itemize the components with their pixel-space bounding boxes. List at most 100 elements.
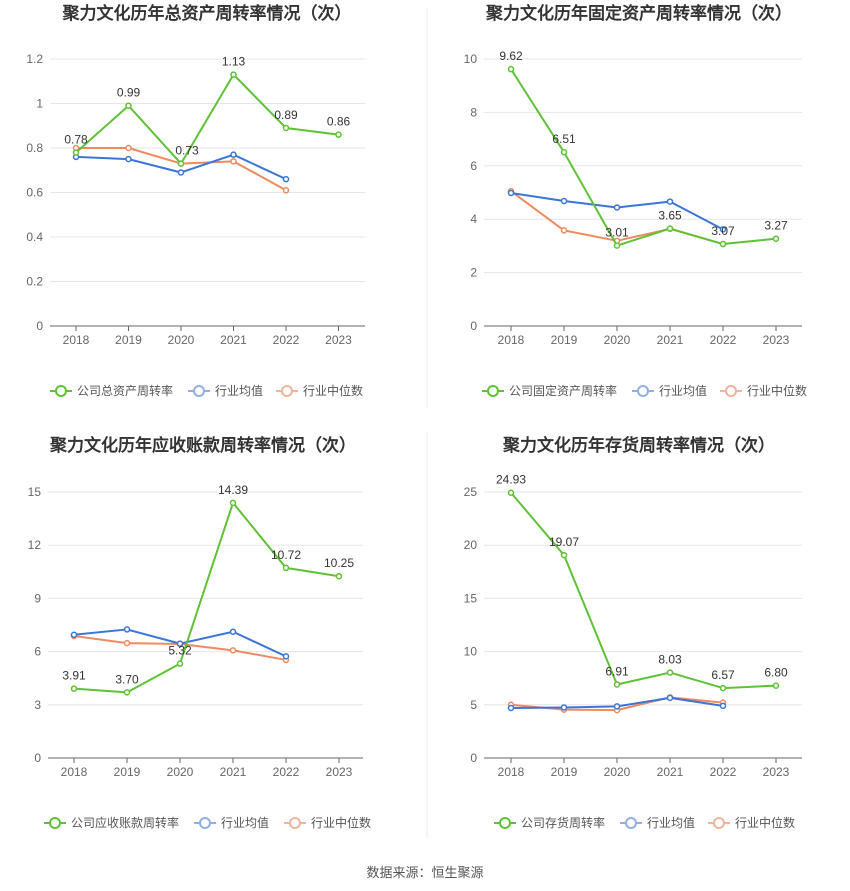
series-line <box>510 492 777 690</box>
data-label: 0.99 <box>117 86 141 100</box>
legend-item-industry-avg[interactable]: 行业均值 <box>194 815 269 830</box>
legend-marker-icon <box>713 817 725 829</box>
y-tick-label: 20 <box>464 538 478 552</box>
y-tick-label: 4 <box>470 212 477 226</box>
legend-marker-icon <box>199 817 211 829</box>
chart-2: 聚力文化历年固定资产周转率情况（次） 0 2 4 6 8 10 2018 2019 2020 202… <box>464 3 807 398</box>
legend-label: 公司总资产周转率 <box>77 383 173 398</box>
legend-item-industry-median[interactable]: 行业中位数 <box>708 815 795 830</box>
legend-item-industry-avg[interactable]: 行业均值 <box>632 383 707 398</box>
legend-label: 行业中位数 <box>303 383 363 398</box>
data-point <box>666 694 674 702</box>
legend-marker-icon <box>55 385 67 397</box>
chart-4: 聚力文化历年存货周转率情况（次） 0 5 10 15 20 25 2018 2019 2020 20… <box>464 435 802 830</box>
x-tick-label: 2020 <box>168 333 195 347</box>
data-point <box>282 564 290 572</box>
legend-marker-icon <box>625 817 637 829</box>
x-tick-label: 2020 <box>604 333 631 347</box>
y-tick-label: 6 <box>470 159 477 173</box>
y-tick-label: 0 <box>34 751 41 765</box>
y-tick-label: 15 <box>28 485 42 499</box>
legend-item-industry-median[interactable]: 行业中位数 <box>720 383 807 398</box>
x-tick-label: 2021 <box>220 765 247 779</box>
data-label: 14.39 <box>218 483 248 497</box>
legend-item-industry-median[interactable]: 行业中位数 <box>276 383 363 398</box>
data-label: 3.91 <box>62 669 86 683</box>
y-tick-label: 25 <box>464 485 478 499</box>
data-label: 6.51 <box>552 132 576 146</box>
x-tick-label: 2023 <box>326 765 353 779</box>
chart-title: 聚力文化历年应收账款周转率情况（次） <box>49 435 356 456</box>
y-tick-label: 9 <box>34 591 41 605</box>
x-tick-label: 2023 <box>763 765 790 779</box>
x-tick-label: 2021 <box>220 333 247 347</box>
data-point <box>613 242 621 249</box>
data-point <box>123 689 131 696</box>
y-tick-label: 12 <box>28 538 42 552</box>
x-tick-label: 2022 <box>710 333 737 347</box>
x-tick-label: 2018 <box>63 333 90 347</box>
legend-item-company[interactable]: 公司总资产周转率 <box>50 383 173 398</box>
legend-marker-icon <box>281 385 293 397</box>
x-tick-label: 2023 <box>763 333 790 347</box>
legend-label: 公司存货周转率 <box>521 815 605 830</box>
x-tick-label: 2022 <box>710 765 737 779</box>
data-label: 24.93 <box>496 473 526 487</box>
legend[interactable]: 公司存货周转率 行业均值 行业中位数 <box>494 815 795 830</box>
legend[interactable]: 公司总资产周转率 行业均值 行业中位数 <box>50 383 363 398</box>
y-tick-label: 10 <box>464 52 478 66</box>
data-label: 6.80 <box>764 666 788 680</box>
x-tick-label: 2019 <box>115 333 142 347</box>
data-point <box>719 702 727 710</box>
series-industry-avg <box>72 151 290 183</box>
data-point <box>282 187 290 194</box>
data-point <box>507 489 515 496</box>
legend-label: 行业中位数 <box>311 815 371 830</box>
x-tick-label: 2021 <box>657 333 684 347</box>
data-label: 9.62 <box>499 49 523 63</box>
legend-item-company[interactable]: 公司固定资产周转率 <box>482 383 617 398</box>
legend-marker-icon <box>289 817 301 829</box>
data-point <box>613 703 621 710</box>
legend-item-industry-median[interactable]: 行业中位数 <box>284 815 371 830</box>
series-line <box>75 73 339 165</box>
x-tick-label: 2020 <box>604 765 631 779</box>
x-tick-label: 2018 <box>498 765 525 779</box>
chart-3: 聚力文化历年应收账款周转率情况（次） 0 3 6 9 12 15 2018 2019 2020 20… <box>28 435 371 830</box>
data-label: 1.13 <box>222 55 246 69</box>
source-note: 数据来源：恒生聚源 <box>366 866 484 881</box>
y-tick-label: 1 <box>36 97 43 111</box>
data-point <box>613 204 621 211</box>
chart-title: 聚力文化历年总资产周转率情况（次） <box>62 3 352 24</box>
legend-item-industry-avg[interactable]: 行业均值 <box>620 815 695 830</box>
data-point <box>125 144 132 152</box>
data-point <box>176 660 184 667</box>
y-tick-label: 5 <box>470 698 477 712</box>
data-point <box>229 628 237 635</box>
data-point <box>560 227 568 234</box>
legend[interactable]: 公司固定资产周转率 行业均值 行业中位数 <box>482 383 807 398</box>
data-point <box>560 551 568 559</box>
x-tick-label: 2018 <box>61 765 88 779</box>
x-tick-label: 2021 <box>657 765 684 779</box>
series-company: 24.93 19.07 6.91 8.03 6.57 6.80 <box>496 473 788 692</box>
data-point <box>125 102 132 109</box>
series-line <box>73 501 340 694</box>
series-line <box>510 192 724 231</box>
data-point <box>125 155 132 163</box>
data-label: 3.07 <box>711 224 735 238</box>
y-tick-label: 2 <box>470 266 477 280</box>
data-point <box>230 71 237 78</box>
legend-marker-icon <box>49 817 61 829</box>
y-tick-label: 0 <box>470 751 477 765</box>
data-point <box>507 189 515 197</box>
data-label: 0.73 <box>175 144 199 158</box>
legend[interactable]: 公司应收账款周转率 行业均值 行业中位数 <box>44 815 371 830</box>
chart-title: 聚力文化历年存货周转率情况（次） <box>502 435 775 456</box>
legend-item-company[interactable]: 公司应收账款周转率 <box>44 815 179 830</box>
legend-item-industry-avg[interactable]: 行业均值 <box>188 383 263 398</box>
legend-label: 公司固定资产周转率 <box>509 383 617 398</box>
legend-item-company[interactable]: 公司存货周转率 <box>494 815 605 830</box>
data-point <box>507 704 515 712</box>
